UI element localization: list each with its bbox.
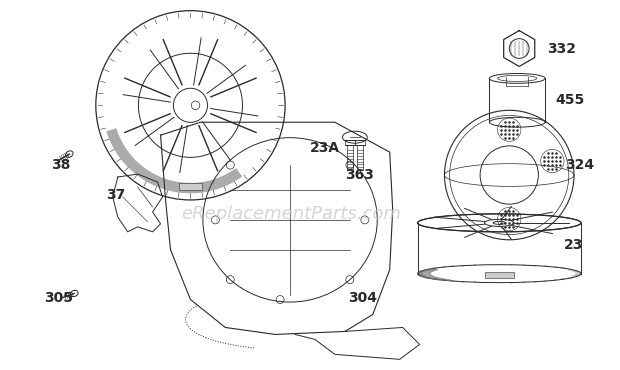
Text: 455: 455 xyxy=(555,93,584,107)
Text: 305: 305 xyxy=(44,290,73,305)
Text: eReplacementParts.com: eReplacementParts.com xyxy=(182,205,401,223)
Circle shape xyxy=(192,101,200,110)
Polygon shape xyxy=(107,128,242,193)
Text: 38: 38 xyxy=(51,158,70,172)
Polygon shape xyxy=(418,270,450,280)
Text: 304: 304 xyxy=(348,290,377,305)
Text: 23A: 23A xyxy=(310,141,340,155)
Text: 324: 324 xyxy=(565,158,594,172)
Text: 332: 332 xyxy=(547,41,576,55)
Bar xyxy=(179,183,202,191)
Text: 23: 23 xyxy=(564,238,583,252)
Text: 363: 363 xyxy=(345,168,374,182)
Bar xyxy=(485,272,514,278)
Text: 37: 37 xyxy=(106,188,125,202)
